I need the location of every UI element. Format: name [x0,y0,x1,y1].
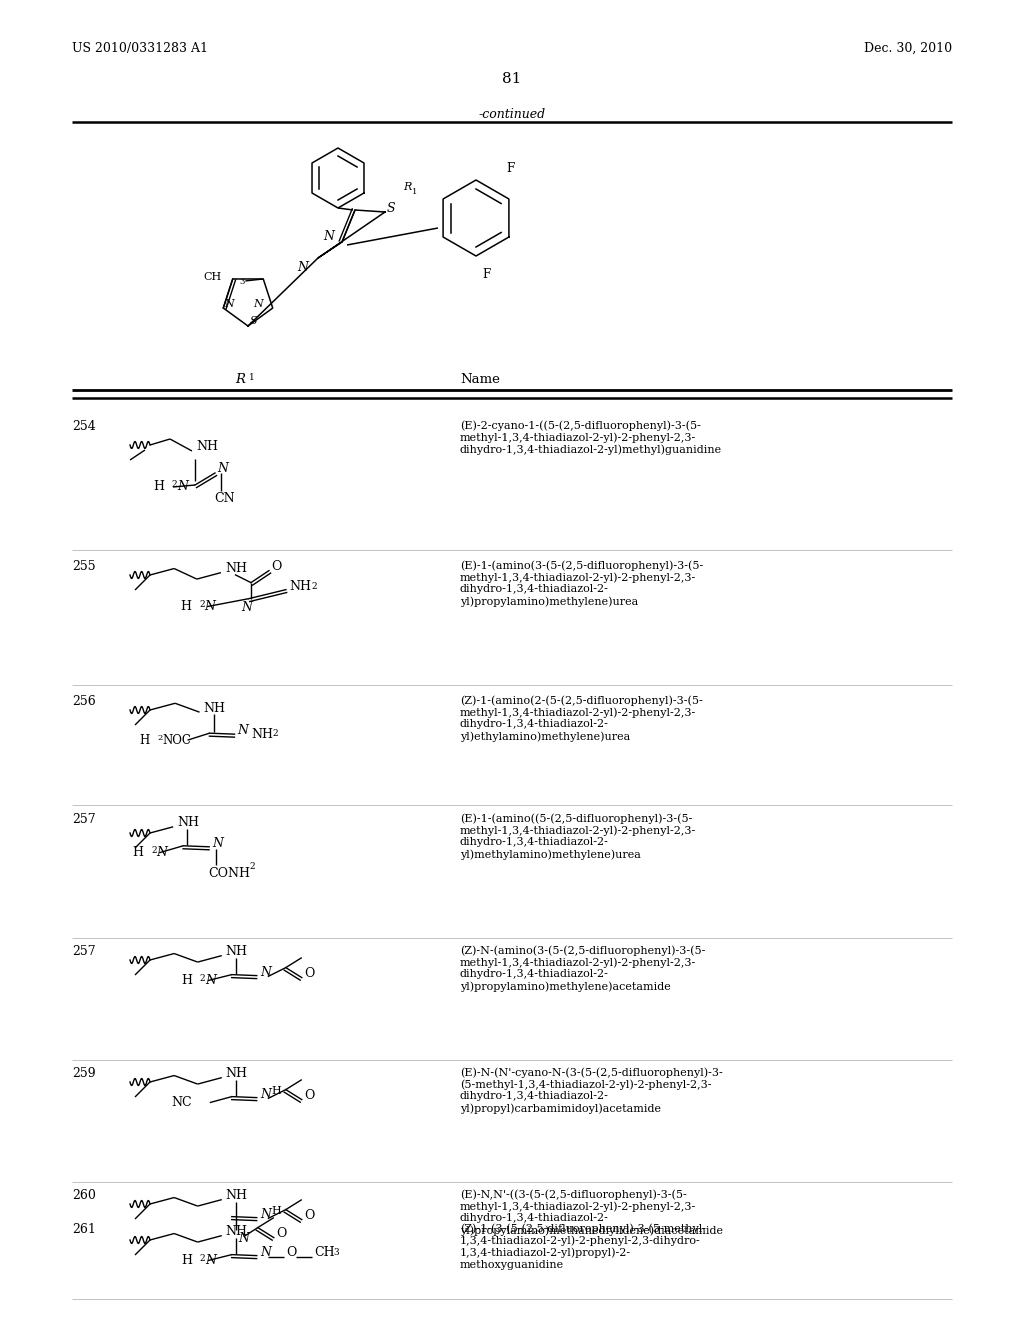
Text: N: N [157,846,167,859]
Text: NH: NH [225,562,247,576]
Text: S: S [250,315,258,326]
Text: N: N [323,231,334,243]
Text: 2: 2 [199,599,205,609]
Text: 260: 260 [72,1189,96,1203]
Text: F: F [482,268,490,281]
Text: 81: 81 [503,73,521,86]
Text: R: R [234,374,245,385]
Text: (Z)-1-(amino(2-(5-(2,5-difluorophenyl)-3-(5-
methyl-1,3,4-thiadiazol-2-yl)-2-phe: (Z)-1-(amino(2-(5-(2,5-difluorophenyl)-3… [460,696,702,742]
Text: (E)-N-(N'-cyano-N-(3-(5-(2,5-difluorophenyl)-3-
(5-methyl-1,3,4-thiadiazol-2-yl): (E)-N-(N'-cyano-N-(3-(5-(2,5-difluorophe… [460,1067,723,1114]
Text: 3: 3 [240,279,245,286]
Text: O: O [304,1089,314,1102]
Text: CONH: CONH [208,867,250,880]
Text: 257: 257 [72,945,95,958]
Text: NH: NH [225,1067,248,1080]
Text: 2: 2 [311,582,316,590]
Text: 2: 2 [200,1254,206,1263]
Text: N: N [224,300,234,309]
Text: NH: NH [225,1189,248,1203]
Text: H: H [153,480,164,494]
Text: S: S [387,202,395,214]
Text: 254: 254 [72,420,96,433]
Text: F: F [506,161,514,174]
Text: N: N [242,601,253,614]
Text: N: N [260,1088,270,1101]
Text: O: O [304,968,314,981]
Text: H: H [132,846,143,859]
Text: 2: 2 [158,734,163,742]
Text: N: N [204,601,215,612]
Text: NH: NH [225,1225,248,1238]
Text: NC: NC [171,1096,191,1109]
Text: N: N [238,723,249,737]
Text: 257: 257 [72,813,95,826]
Text: 2: 2 [152,846,157,855]
Text: 261: 261 [72,1224,96,1236]
Text: CN: CN [214,492,234,506]
Text: Dec. 30, 2010: Dec. 30, 2010 [864,42,952,55]
Text: O: O [304,1209,314,1222]
Text: NH: NH [177,816,200,829]
Text: -continued: -continued [478,108,546,121]
Text: NH: NH [225,945,248,958]
Text: N: N [205,1254,216,1267]
Text: H: H [139,734,150,747]
Text: NH: NH [204,702,225,714]
Text: (E)-2-cyano-1-((5-(2,5-difluorophenyl)-3-(5-
methyl-1,3,4-thiadiazol-2-yl)-2-phe: (E)-2-cyano-1-((5-(2,5-difluorophenyl)-3… [460,420,722,455]
Text: N: N [177,480,188,494]
Text: R: R [403,182,412,191]
Text: (Z)-1-(3-(5-(2,5-difluorophenyl)-3-(5-methyl-
1,3,4-thiadiazol-2-yl)-2-phenyl-2,: (Z)-1-(3-(5-(2,5-difluorophenyl)-3-(5-me… [460,1224,706,1270]
Text: O: O [271,560,282,573]
Text: 259: 259 [72,1067,95,1080]
Text: N: N [212,837,223,850]
Text: 3: 3 [334,1247,339,1257]
Text: NH: NH [252,727,273,741]
Text: 2: 2 [272,729,279,738]
Text: (E)-N,N'-((3-(5-(2,5-difluorophenyl)-3-(5-
methyl-1,3,4-thiadiazol-2-yl)-2-pheny: (E)-N,N'-((3-(5-(2,5-difluorophenyl)-3-(… [460,1189,723,1236]
Text: 2: 2 [171,480,176,488]
Text: H: H [180,601,190,612]
Text: N: N [217,462,228,475]
Text: H: H [181,1254,191,1267]
Text: CH: CH [203,272,221,282]
Text: 255: 255 [72,560,95,573]
Text: (E)-1-(amino((5-(2,5-difluorophenyl)-3-(5-
methyl-1,3,4-thiadiazol-2-yl)-2-pheny: (E)-1-(amino((5-(2,5-difluorophenyl)-3-(… [460,813,696,859]
Text: 256: 256 [72,696,96,708]
Text: H: H [181,974,191,987]
Text: (E)-1-(amino(3-(5-(2,5-difluorophenyl)-3-(5-
methyl-1,3,4-thiadiazol-2-yl)-2-phe: (E)-1-(amino(3-(5-(2,5-difluorophenyl)-3… [460,560,703,607]
Text: N: N [297,261,308,275]
Text: NH: NH [289,579,311,593]
Text: N: N [260,1246,270,1259]
Text: N: N [238,1232,249,1245]
Text: 2: 2 [200,974,206,982]
Text: (Z)-N-(amino(3-(5-(2,5-difluorophenyl)-3-(5-
methyl-1,3,4-thiadiazol-2-yl)-2-phe: (Z)-N-(amino(3-(5-(2,5-difluorophenyl)-3… [460,945,706,991]
Text: 2: 2 [249,862,255,871]
Text: CH: CH [313,1246,335,1259]
Text: 1: 1 [412,187,418,195]
Text: US 2010/0331283 A1: US 2010/0331283 A1 [72,42,208,55]
Text: N: N [260,1208,270,1221]
Text: 1: 1 [249,374,255,381]
Text: O: O [286,1246,296,1259]
Text: H: H [271,1205,282,1216]
Text: NOC: NOC [163,734,191,747]
Text: O: O [275,1228,286,1239]
Text: NH: NH [196,441,218,454]
Text: N: N [205,974,216,987]
Text: N: N [253,300,263,309]
Text: Name: Name [460,374,500,385]
Text: H: H [271,1085,282,1096]
Text: N: N [260,966,270,979]
